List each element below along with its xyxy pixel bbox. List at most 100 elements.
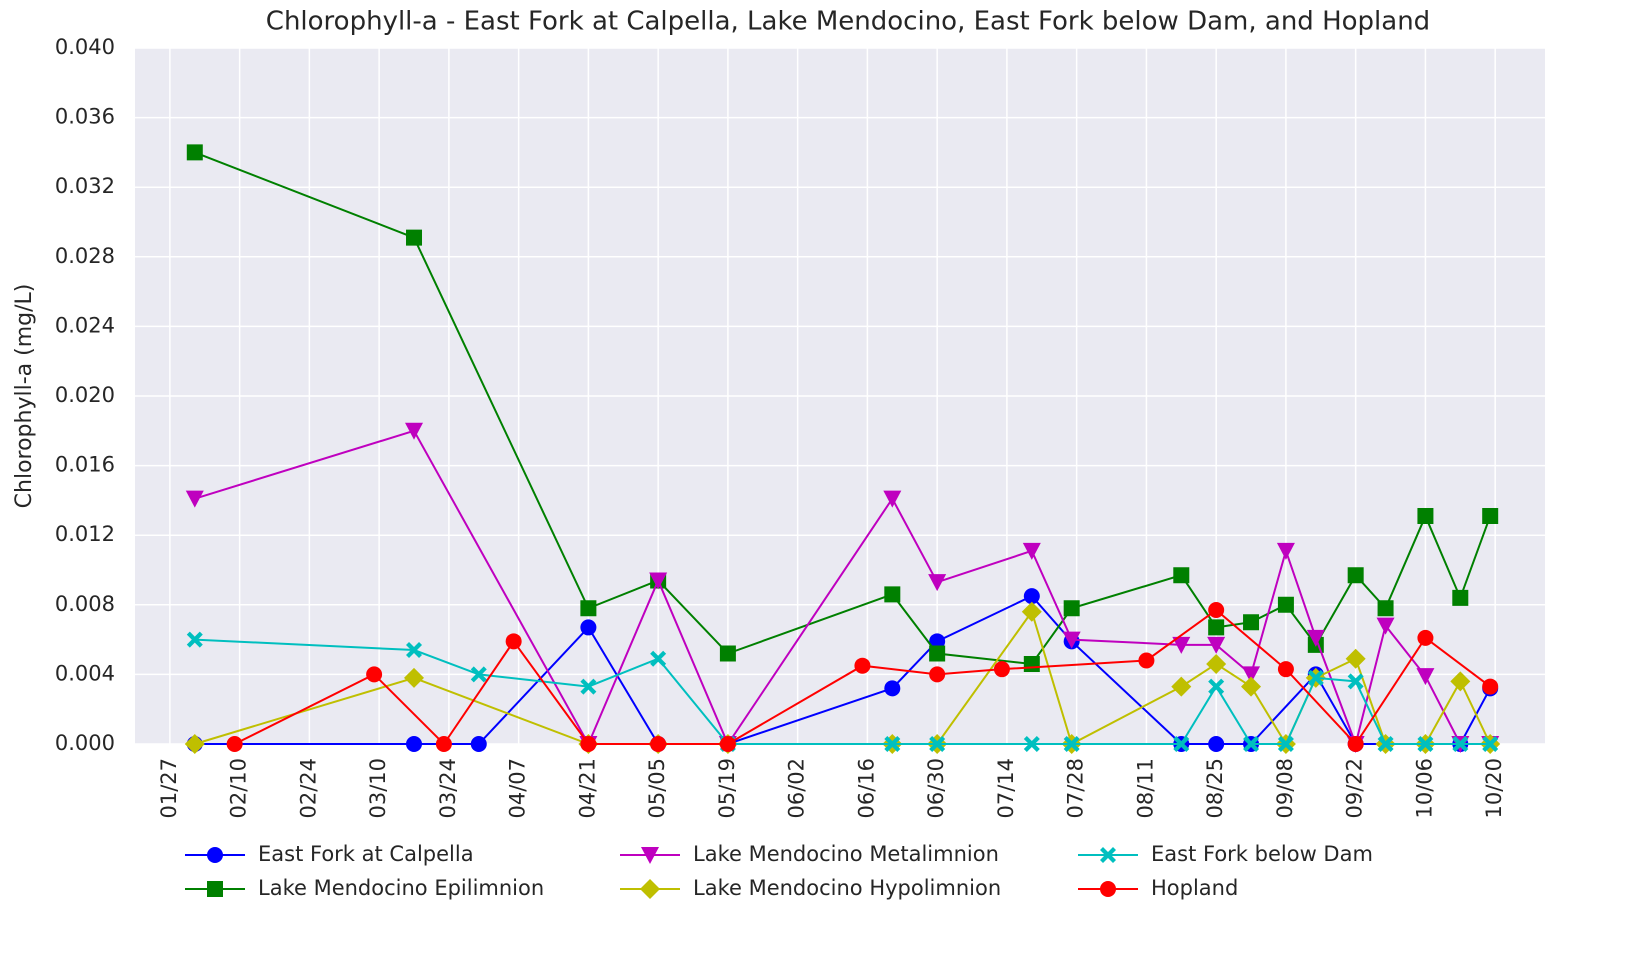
marker — [928, 574, 947, 592]
marker — [1482, 508, 1499, 525]
marker — [884, 680, 901, 697]
marker — [649, 572, 668, 590]
marker — [186, 631, 203, 648]
marker — [580, 600, 597, 617]
marker — [470, 666, 487, 683]
marker — [1022, 542, 1041, 560]
marker — [580, 736, 597, 752]
marker — [650, 650, 667, 667]
x-tick-label: 10/06 — [1412, 758, 1436, 819]
y-tick-label: 0.016 — [55, 453, 115, 477]
marker — [1173, 736, 1190, 752]
marker — [1307, 669, 1324, 686]
marker — [1171, 676, 1192, 697]
marker — [1277, 661, 1294, 678]
legend-marker — [207, 847, 223, 863]
series-line — [234, 608, 1491, 746]
y-tick-label: 0.028 — [55, 244, 115, 268]
marker — [1172, 636, 1191, 654]
x-tick-label: 09/22 — [1343, 758, 1367, 819]
y-tick-label: 0.004 — [55, 661, 115, 685]
marker — [184, 734, 205, 754]
x-tick-label: 08/25 — [1203, 758, 1227, 819]
y-tick-label: 0.008 — [55, 592, 115, 616]
marker — [1417, 736, 1434, 752]
marker — [1347, 567, 1364, 584]
x-tick-label: 05/05 — [645, 758, 669, 819]
marker — [1063, 600, 1080, 617]
marker — [884, 586, 901, 603]
marker — [1347, 673, 1364, 690]
legend-label: East Fork below Dam — [1151, 842, 1373, 866]
marker — [406, 642, 423, 659]
y-tick-label: 0.020 — [55, 383, 115, 407]
x-tick-label: 02/10 — [227, 758, 251, 819]
marker — [1208, 602, 1225, 619]
legend-marker — [1100, 847, 1116, 863]
marker — [719, 645, 736, 662]
x-tick-label: 05/19 — [715, 758, 739, 819]
marker — [580, 678, 597, 695]
marker — [993, 661, 1010, 678]
marker — [1416, 668, 1435, 686]
marker — [366, 666, 383, 683]
marker — [1482, 678, 1499, 695]
marker — [1347, 736, 1364, 752]
marker — [929, 736, 946, 752]
y-tick-label: 0.012 — [55, 522, 115, 546]
legend-marker — [1100, 881, 1116, 897]
x-tick-label: 06/02 — [785, 758, 809, 819]
series — [186, 631, 1499, 752]
marker — [470, 736, 487, 752]
x-tick-label: 02/24 — [296, 758, 320, 819]
series-line — [194, 638, 1491, 745]
marker — [1023, 736, 1040, 752]
legend-marker — [207, 881, 223, 897]
marker — [1062, 631, 1081, 649]
marker — [883, 490, 902, 508]
marker — [1021, 601, 1042, 622]
marker — [1063, 736, 1080, 752]
marker — [929, 633, 946, 650]
marker — [1377, 600, 1394, 617]
marker — [1452, 589, 1469, 606]
marker — [1345, 648, 1366, 669]
marker — [1377, 736, 1394, 752]
marker — [929, 645, 946, 662]
marker — [1138, 652, 1155, 669]
marker — [1241, 676, 1262, 697]
legend-label: Hopland — [1151, 876, 1238, 900]
marker — [580, 619, 597, 636]
x-tick-label: 04/21 — [575, 758, 599, 819]
marker — [186, 144, 203, 161]
marker — [185, 490, 204, 508]
marker — [1306, 629, 1325, 647]
x-tick-label: 07/28 — [1064, 758, 1088, 819]
marker — [854, 657, 871, 674]
x-tick-label: 01/27 — [157, 758, 181, 819]
marker — [406, 736, 423, 752]
marker — [1207, 636, 1226, 654]
marker — [1243, 614, 1260, 631]
x-tick-label: 03/24 — [436, 758, 460, 819]
marker — [1208, 678, 1225, 695]
y-axis-label: Chlorophyll-a (mg/L) — [12, 284, 37, 509]
marker — [1023, 588, 1040, 605]
legend-label: Lake Mendocino Epilimnion — [258, 876, 544, 900]
marker — [1277, 736, 1294, 752]
x-tick-label: 06/16 — [854, 758, 878, 819]
series — [185, 422, 1500, 753]
marker — [1417, 629, 1434, 646]
marker — [1208, 736, 1225, 752]
x-tick-label: 10/20 — [1482, 758, 1506, 819]
series — [226, 602, 1499, 752]
legend-marker — [640, 879, 660, 899]
marker — [1243, 736, 1260, 752]
chart-title: Chlorophyll-a - East Fork at Calpella, L… — [266, 7, 1430, 37]
legend-label: Lake Mendocino Hypolimnion — [693, 876, 1001, 900]
marker — [1276, 542, 1295, 560]
legend-label: Lake Mendocino Metalimnion — [693, 842, 999, 866]
x-tick-label: 04/07 — [506, 758, 530, 819]
marker — [1417, 508, 1434, 525]
marker — [929, 666, 946, 683]
